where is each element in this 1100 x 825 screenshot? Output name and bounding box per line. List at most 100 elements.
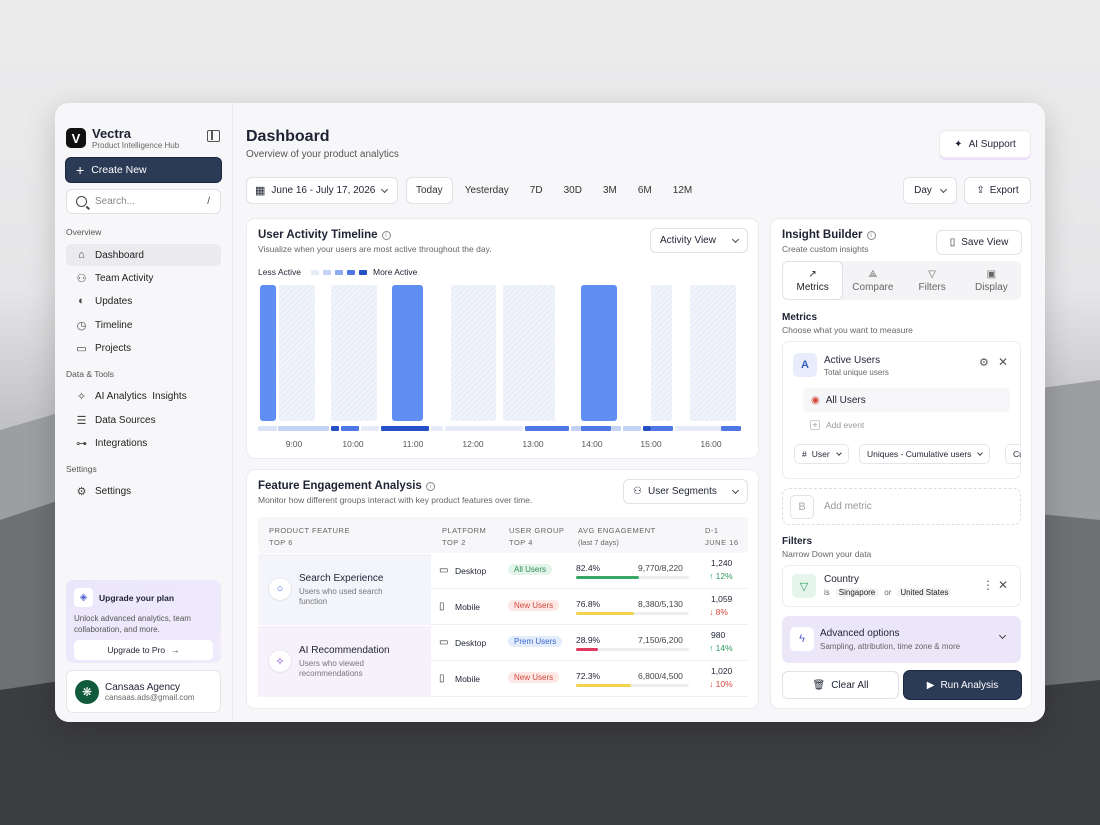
hash-icon: #: [802, 449, 807, 459]
add-event-button[interactable]: + Add event: [810, 420, 864, 430]
segments-label: User Segments: [647, 486, 717, 497]
range-yesterday[interactable]: Yesterday: [464, 185, 509, 196]
activity-strip-segment: [675, 426, 721, 431]
advanced-options[interactable]: ϟ Advanced options Sampling, attribution…: [782, 616, 1021, 663]
user-profile[interactable]: ❋ Cansaas Agency cansaas.ads@gmail.com: [66, 670, 221, 713]
sidebar-item-data-sources[interactable]: ☰ Data Sources: [66, 409, 221, 431]
clock-icon: ◷: [76, 319, 87, 332]
info-icon: i: [425, 482, 435, 491]
save-view-button[interactable]: ▯ Save View: [936, 230, 1022, 255]
delta-value: 1,240: [711, 558, 733, 568]
col-platform: PLATFORM TOP 2: [442, 526, 487, 547]
more-chip[interactable]: Cu: [1005, 444, 1021, 464]
range-7d[interactable]: 7D: [529, 185, 543, 196]
play-icon: ▶: [926, 679, 935, 691]
filter-value[interactable]: Singapore: [835, 588, 879, 597]
add-event-label: Add event: [826, 420, 865, 430]
database-icon: ☰: [76, 414, 87, 427]
add-metric-button[interactable]: B Add metric: [782, 488, 1021, 525]
close-icon[interactable]: ✕: [998, 578, 1009, 592]
activity-bar[interactable]: [260, 285, 276, 421]
date-range-picker[interactable]: ▦ June 16 - July 17, 2026: [246, 177, 398, 204]
activity-view-select[interactable]: Activity View: [650, 228, 748, 253]
hour-tick-label: 14:00: [581, 439, 603, 449]
phone-icon: ▯: [439, 673, 445, 684]
range-12m[interactable]: 12M: [672, 185, 693, 196]
trend-icon: ↗: [808, 268, 817, 280]
table-row[interactable]: ▭ Desktop Prem Users 28.9% 7,150/6,200 9…: [431, 626, 748, 661]
range-today[interactable]: Today: [406, 177, 453, 204]
sidebar-item-label: Timeline: [95, 319, 133, 331]
table-row[interactable]: ▭ Desktop All Users 82.4% 9,770/8,220 1,…: [431, 554, 748, 589]
activity-bar[interactable]: [279, 285, 315, 421]
activity-bar[interactable]: [392, 285, 423, 421]
activity-bar[interactable]: [581, 285, 617, 421]
range-30d[interactable]: 30D: [563, 185, 582, 196]
more-vertical-icon[interactable]: ⋮: [982, 578, 994, 592]
legend-swatch: [311, 269, 319, 275]
activity-bar[interactable]: [503, 285, 555, 421]
group-tag: New Users: [508, 600, 560, 611]
section-data-tools: Data & Tools: [66, 369, 115, 379]
activity-strip-segment: [341, 426, 359, 431]
sidebar-toggle-icon[interactable]: [207, 130, 220, 142]
search-shortcut: /: [207, 196, 210, 207]
engagement-ratio: 7,150/6,200: [638, 635, 683, 645]
sidebar-item-team-activity[interactable]: ⚇ Team Activity: [66, 267, 221, 289]
advanced-title: Advanced options: [820, 628, 900, 639]
export-button[interactable]: ⇪ Export: [964, 177, 1031, 204]
sidebar-item-integrations[interactable]: ⊶ Integrations: [66, 432, 221, 454]
filter-value[interactable]: United States: [897, 588, 952, 597]
calc-chip[interactable]: Uniques - Cumulative users: [859, 444, 991, 464]
col-delta: D-1 JUNE 16: [705, 526, 739, 547]
activity-bar[interactable]: [651, 285, 672, 421]
sidebar-item-updates[interactable]: ◐ Updates: [66, 290, 221, 312]
granularity-select[interactable]: Day: [903, 177, 957, 204]
sidebar-item-dashboard[interactable]: ⌂ Dashboard: [66, 244, 221, 266]
activity-bar[interactable]: [451, 285, 496, 421]
hour-tick-label: 12:00: [462, 439, 484, 449]
tab-metrics[interactable]: ↗ Metrics: [782, 261, 844, 300]
sidebar-item-label: Data Sources: [95, 414, 156, 426]
tab-compare[interactable]: ⟁ Compare: [852, 268, 894, 293]
close-icon[interactable]: ✕: [998, 355, 1009, 369]
sidebar-item-label: Dashboard: [95, 249, 144, 261]
sidebar-item-label: Projects: [95, 342, 132, 354]
plus-icon: +: [810, 420, 820, 430]
activity-title: User Activity Timeline i: [258, 229, 391, 241]
legend-less-label: Less Active: [258, 267, 301, 277]
range-3m[interactable]: 3M: [602, 185, 617, 196]
clear-all-button[interactable]: 🗑 Clear All: [782, 671, 899, 699]
user-chip[interactable]: # User: [794, 444, 849, 464]
sidebar-item-timeline[interactable]: ◷ Timeline: [66, 314, 221, 336]
sidebar-item-projects[interactable]: ▭ Projects: [66, 337, 221, 359]
engagement-pct: 76.8%: [576, 599, 601, 609]
tab-filters[interactable]: ▽ Filters: [918, 268, 946, 293]
run-analysis-button[interactable]: ▶ Run Analysis: [904, 671, 1021, 699]
upgrade-button[interactable]: Upgrade to Pro →: [74, 640, 213, 660]
segment-all-users[interactable]: ◉ All Users: [803, 388, 1010, 412]
activity-bar[interactable]: [690, 285, 736, 421]
search-input[interactable]: Search... /: [66, 189, 221, 214]
gear-icon[interactable]: ⚙: [979, 357, 989, 369]
engagement-pct: 72.3%: [576, 671, 601, 681]
tab-display[interactable]: ▣ Display: [974, 268, 1008, 293]
engagement-bar-fill: [576, 576, 639, 579]
info-icon: i: [381, 231, 391, 240]
range-6m[interactable]: 6M: [637, 185, 652, 196]
app-logo: V: [66, 128, 86, 148]
feature-group-search: ○ Search Experience Users who used searc…: [258, 554, 431, 625]
sidebar-item-settings[interactable]: ⚙ Settings: [66, 480, 221, 502]
create-new-button[interactable]: + Create New: [66, 158, 221, 182]
upgrade-button-label: Upgrade to Pro: [107, 645, 166, 655]
table-row[interactable]: ▯ Mobile New Users 76.8% 8,380/5,130 1,0…: [431, 590, 748, 625]
ai-support-button[interactable]: ✦ AI Support: [939, 130, 1031, 158]
activity-bar[interactable]: [331, 285, 377, 421]
user-segments-select[interactable]: ⚇ User Segments: [623, 479, 748, 504]
sidebar-item-ai-analytics[interactable]: ✧ AI Analytics Insights: [66, 385, 221, 407]
table-row[interactable]: ▯ Mobile New Users 72.3% 6,800/4,500 1,0…: [431, 662, 748, 697]
date-range-label: June 16 - July 17, 2026: [271, 185, 376, 196]
legend-swatch: [359, 269, 367, 275]
sparkles-icon: ✧: [268, 649, 292, 673]
activity-card: User Activity Timeline i Visualize when y…: [246, 218, 759, 459]
